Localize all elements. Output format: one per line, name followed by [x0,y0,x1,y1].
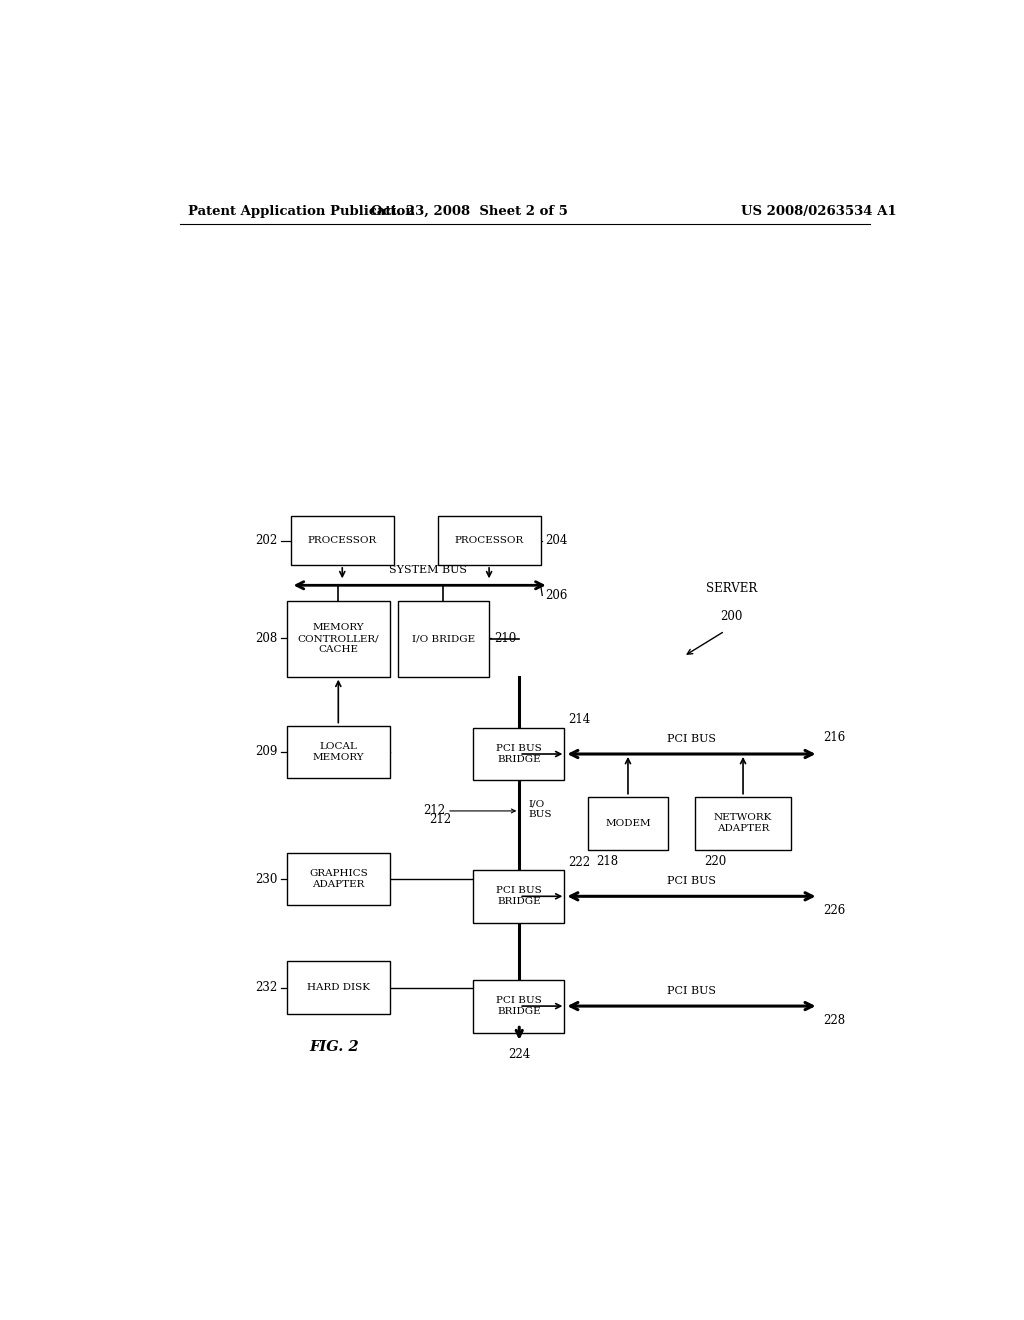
Text: Oct. 23, 2008  Sheet 2 of 5: Oct. 23, 2008 Sheet 2 of 5 [371,205,567,218]
Text: GRAPHICS
ADAPTER: GRAPHICS ADAPTER [309,869,368,890]
Text: PROCESSOR: PROCESSOR [307,536,377,545]
Text: PCI BUS: PCI BUS [667,876,716,886]
FancyBboxPatch shape [473,727,564,780]
Text: US 2008/0263534 A1: US 2008/0263534 A1 [740,205,896,218]
Text: 222: 222 [568,857,591,870]
Text: PCI BUS: PCI BUS [667,734,716,744]
Text: SYSTEM BUS: SYSTEM BUS [388,565,467,576]
Text: I/O BRIDGE: I/O BRIDGE [412,634,475,643]
Text: 208: 208 [255,632,278,644]
Text: 216: 216 [823,731,846,744]
Text: FIG. 2: FIG. 2 [309,1040,359,1053]
Text: PCI BUS
BRIDGE: PCI BUS BRIDGE [496,997,542,1016]
Text: SERVER: SERVER [706,582,757,595]
FancyBboxPatch shape [473,979,564,1032]
Text: PCI BUS: PCI BUS [667,986,716,995]
FancyBboxPatch shape [397,601,489,677]
FancyBboxPatch shape [291,516,394,565]
FancyBboxPatch shape [437,516,541,565]
Text: NETWORK
ADAPTER: NETWORK ADAPTER [714,813,772,833]
Text: MODEM: MODEM [605,818,651,828]
Text: PROCESSOR: PROCESSOR [455,536,523,545]
Text: I/O
BUS: I/O BUS [528,799,552,818]
Text: 226: 226 [823,904,846,917]
FancyBboxPatch shape [287,601,390,677]
Text: Patent Application Publication: Patent Application Publication [187,205,415,218]
FancyBboxPatch shape [695,797,791,850]
Text: 200: 200 [720,610,742,623]
Text: HARD DISK: HARD DISK [307,983,370,993]
Text: 209: 209 [255,746,278,759]
Text: PCI BUS
BRIDGE: PCI BUS BRIDGE [496,744,542,764]
Text: 224: 224 [508,1048,530,1061]
Text: 202: 202 [255,535,278,546]
FancyBboxPatch shape [588,797,668,850]
Text: 204: 204 [546,535,568,546]
Text: 212: 212 [423,804,445,817]
Text: PCI BUS
BRIDGE: PCI BUS BRIDGE [496,886,542,907]
FancyBboxPatch shape [287,726,390,779]
Text: 212: 212 [430,813,452,825]
Text: 220: 220 [705,855,726,869]
Text: 228: 228 [823,1014,846,1027]
FancyBboxPatch shape [287,961,390,1014]
FancyBboxPatch shape [287,853,390,906]
Text: 232: 232 [255,981,278,994]
Text: 206: 206 [546,589,568,602]
FancyBboxPatch shape [473,870,564,923]
Text: 230: 230 [255,873,278,886]
Text: 210: 210 [494,632,516,644]
Text: MEMORY
CONTROLLER/
CACHE: MEMORY CONTROLLER/ CACHE [298,623,379,655]
Text: LOCAL
MEMORY: LOCAL MEMORY [312,742,365,762]
Text: 214: 214 [568,713,591,726]
Text: 218: 218 [596,855,618,869]
